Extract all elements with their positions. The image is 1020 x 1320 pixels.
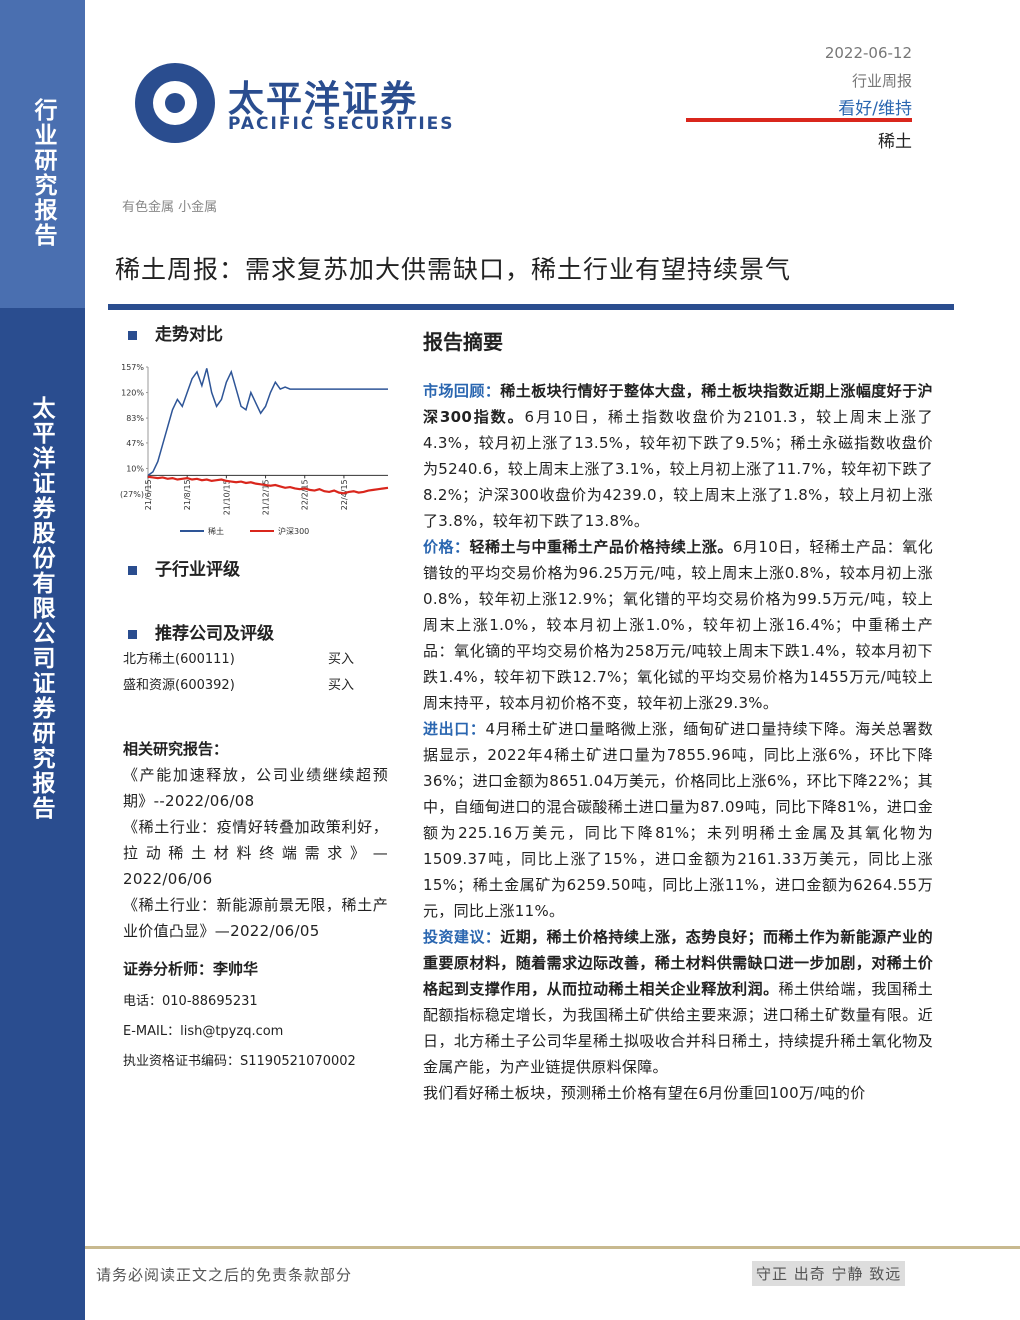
paragraph: 市场回顾：稀土板块行情好于整体大盘，稀土板块指数近期上涨幅度好于沪深300指数。…: [423, 378, 933, 534]
y-tick-label: (27%): [120, 490, 144, 499]
section-heading: 推荐公司及评级: [128, 619, 274, 644]
summary-body: 市场回顾：稀土板块行情好于整体大盘，稀土板块指数近期上涨幅度好于沪深300指数。…: [423, 378, 933, 1106]
related-heading: 相关研究报告：: [123, 740, 229, 758]
cert: 执业资格证书编码：S1190521070002: [123, 1054, 356, 1069]
para-body: 稀土供给端，我国稀土配额指标稳定增长，为我国稀土矿供给主要来源；进口稀土矿数量有…: [423, 980, 933, 1076]
x-tick-label: 21/8/15: [183, 479, 192, 510]
date: 2022-06-12: [824, 44, 912, 62]
summary-heading: 报告摘要: [423, 330, 503, 354]
para-body: 6月10日，轻稀土产品：氧化镨钕的平均交易价格为96.25万元/吨，较上周末上涨…: [423, 538, 933, 712]
para-highlight: 轻稀土与中重稀土产品价格持续上涨。: [469, 538, 733, 556]
section-heading: 走势对比: [128, 320, 223, 345]
related-item: 《稀土行业：疫情好转叠加政策利好，拉动稀土材料终端需求》—2022/06/06: [123, 818, 388, 888]
x-tick-label: 22/2/15: [301, 479, 310, 510]
section-heading: 子行业评级: [128, 555, 240, 580]
para-highlight: 稀土板块行情好于整体大盘，稀土板块指数近期上涨幅度好于沪深300指数。: [423, 382, 933, 426]
y-tick-label: 47%: [126, 439, 144, 448]
para-body: 我们看好稀土板块，预测稀土价格有望在6月份重回100万/吨的价: [423, 1084, 866, 1102]
para-lead: 价格：: [423, 538, 470, 556]
y-tick-label: 83%: [126, 414, 144, 423]
heading-text: 推荐公司及评级: [155, 624, 274, 644]
paragraph: 我们看好稀土板块，预测稀土价格有望在6月份重回100万/吨的价: [423, 1080, 933, 1106]
logo-mark: [127, 30, 215, 151]
paragraph: 价格：轻稀土与中重稀土产品价格持续上涨。6月10日，轻稀土产品：氧化镨钕的平均交…: [423, 534, 933, 716]
y-tick-label: 157%: [121, 363, 144, 372]
x-tick-label: 21/6/15: [144, 479, 153, 510]
y-tick-label: 120%: [121, 389, 144, 398]
para-lead: 投资建议：: [423, 928, 501, 946]
x-tick-label: 21/12/15: [262, 479, 271, 515]
phone: 电话：010-88695231: [123, 994, 258, 1009]
email: E-MAIL：lish@tpyzq.com: [123, 1024, 284, 1039]
y-tick-label: 10%: [126, 464, 144, 473]
para-lead: 进出口：: [423, 720, 486, 738]
logo-en: PACIFIC SECURITIES: [228, 114, 455, 134]
footer-rule: [85, 1246, 1020, 1249]
related-list: 《产能加速释放，公司业绩继续超预期》--2022/06/08 《稀土行业：疫情好…: [123, 762, 388, 944]
paragraph: 投资建议：近期，稀土价格持续上涨，态势良好；而稀土作为新能源产业的重要原材料，随…: [423, 924, 933, 1080]
rec-table: 北方稀土(600111) 买入 盛和资源(600392) 买入: [123, 648, 403, 700]
para-lead: 市场回顾：: [423, 382, 501, 400]
sidebar-top: 行业研究报告: [0, 0, 85, 308]
x-tick-label: 22/4/15: [340, 479, 349, 510]
paragraph: 进出口：4月稀土矿进口量略微上涨，缅甸矿进口量持续下降。海关总署数据显示，202…: [423, 716, 933, 924]
heading-text: 走势对比: [155, 325, 223, 345]
rating: 看好/维持: [838, 99, 912, 119]
heading-text: 子行业评级: [155, 560, 240, 580]
para-highlight: 近期，稀土价格持续上涨，态势良好；而稀土作为新能源产业的重要原材料，随着需求边际…: [423, 928, 933, 998]
sidebar-label: 行业研究报告: [30, 98, 57, 248]
disclaimer: 请务必阅读正文之后的免责条款部分: [96, 1266, 353, 1284]
motto: 守正 出奇 宁静 致远: [752, 1261, 906, 1286]
related-item: 《稀土行业：新能源前景无限，稀土产业价值凸显》—2022/06/05: [123, 896, 388, 940]
logo-cn: 太平洋证券: [228, 79, 419, 120]
report-type: 行业周报: [851, 72, 912, 90]
breadcrumb: 有色金属 小金属: [122, 200, 218, 215]
rec-row: 北方稀土(600111) 买入: [123, 648, 403, 674]
x-tick-label: 21/10/15: [222, 479, 231, 515]
analyst: 证券分析师：李帅华: [123, 960, 259, 978]
rating-rule: [686, 118, 912, 122]
rec-rating: 买入: [328, 678, 355, 693]
legend-label: 沪深300: [278, 526, 309, 536]
sidebar-company: 太平洋证券股份有限公司证券研究报告: [28, 396, 55, 821]
series-line: [147, 475, 389, 495]
title: 稀土周报：需求复苏加大供需缺口，稀土行业有望持续景气: [115, 255, 792, 284]
title-rule: [108, 304, 954, 310]
rec-rating: 买入: [328, 652, 355, 667]
sidebar-bottom: 太平洋证券股份有限公司证券研究报告: [0, 308, 85, 1320]
related-item: 《产能加速释放，公司业绩继续超预期》--2022/06/08: [123, 766, 388, 810]
rec-company: 北方稀土(600111): [123, 652, 235, 667]
rec-company: 盛和资源(600392): [123, 678, 235, 693]
para-body: 6月10日，稀土指数收盘价为2101.3，较上周末上涨了4.3%，较月初上涨了1…: [423, 408, 933, 530]
para-body: 4月稀土矿进口量略微上涨，缅甸矿进口量持续下降。海关总署数据显示，2022年4稀…: [423, 720, 934, 920]
series-line: [147, 368, 388, 476]
industry: 稀土: [878, 132, 912, 152]
rec-row: 盛和资源(600392) 买入: [123, 674, 403, 700]
legend-label: 稀土: [208, 526, 224, 536]
trend-chart: 157% 120% 83% 47% 10% (27%) 21/6/15 21/8/15 21/1…: [120, 363, 389, 536]
